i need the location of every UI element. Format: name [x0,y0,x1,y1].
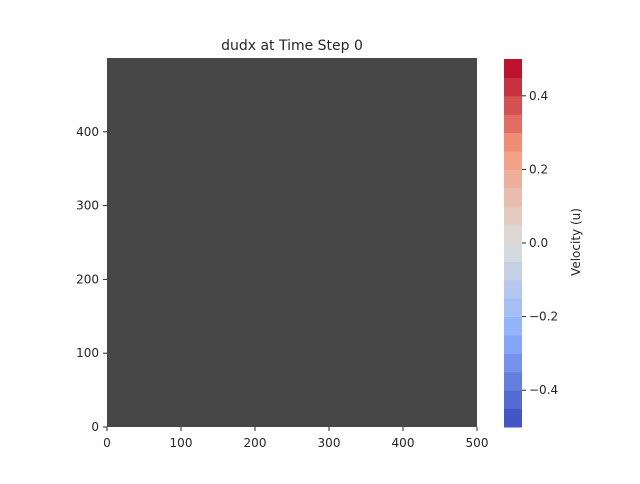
colorbar-level [504,371,522,391]
colorbar-level [504,335,522,354]
colorbar-level [504,77,522,97]
y-axis: 0 100 200 300 400 [76,125,107,434]
colorbar-level [504,59,522,78]
x-tick-label: 300 [318,436,341,450]
colorbar-level [504,206,522,226]
colorbar-level [504,224,522,244]
x-tick-label: 400 [392,436,415,450]
colorbar-level [504,114,522,134]
y-tick-label: 400 [76,125,99,139]
y-tick-label: 100 [76,346,99,360]
colorbar-level [504,187,522,207]
colorbar-tick-label: 0.2 [529,162,548,176]
colorbar-tick-label: 0.4 [529,89,548,103]
y-tick-label: 0 [91,420,99,434]
colorbar-level [504,243,522,262]
colorbar-level [504,408,522,428]
colorbar-level [504,169,522,189]
chart-title: dudx at Time Step 0 [221,38,363,54]
colorbar-tick-label: −0.2 [529,310,558,324]
x-tick-label: 500 [466,436,489,450]
x-tick-label: 200 [244,436,267,450]
heatmap-field [107,58,477,427]
colorbar-level [504,279,522,299]
colorbar-level [504,151,522,170]
colorbar-level [504,261,522,281]
colorbar-level [504,353,522,373]
colorbar-tick-label: 0.0 [529,236,548,250]
x-tick-label: 0 [103,436,111,450]
x-axis: 0 100 200 300 400 500 [103,427,488,450]
colorbar-level [504,316,522,336]
y-tick-label: 300 [76,199,99,213]
colorbar [504,59,522,428]
colorbar-level [504,95,522,115]
colorbar-tick-label: −0.4 [529,383,558,397]
colorbar-axis: −0.4 −0.2 0.0 0.2 0.4 [522,89,558,397]
x-tick-label: 100 [170,436,193,450]
colorbar-level [504,298,522,318]
colorbar-level [504,390,522,410]
colorbar-label: Velocity (u) [569,208,583,276]
colorbar-level [504,132,522,152]
y-tick-label: 200 [76,272,99,286]
